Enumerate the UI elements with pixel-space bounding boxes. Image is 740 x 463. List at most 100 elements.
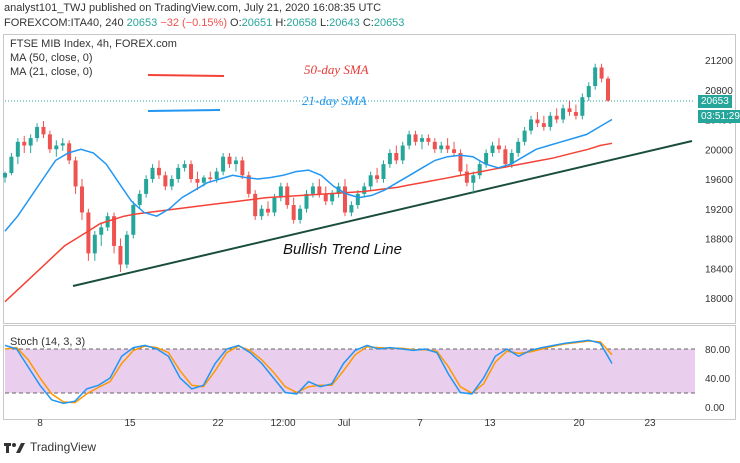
candle <box>189 160 194 183</box>
candle <box>413 130 418 146</box>
stoch-tick-label: 80.00 <box>705 345 730 356</box>
candle <box>426 134 431 146</box>
candle-body <box>60 143 65 146</box>
candle-body <box>554 115 559 120</box>
candle <box>233 156 238 172</box>
candle-body <box>54 145 59 150</box>
candle <box>298 205 303 224</box>
ma21-line <box>4 118 613 232</box>
time-tick-label: 15 <box>124 418 136 429</box>
candle-body <box>330 193 335 202</box>
candle-body <box>471 175 476 183</box>
candle <box>355 190 360 209</box>
candle <box>471 171 476 194</box>
candle <box>86 208 91 261</box>
candle-body <box>323 193 328 202</box>
time-axis: 8 15 22 12:00 Jul 7 13 20 23 <box>37 418 656 429</box>
candle-body <box>298 208 303 220</box>
candle <box>124 231 129 269</box>
candle <box>22 135 27 153</box>
candle <box>593 63 598 90</box>
candle <box>150 164 155 183</box>
candle-body <box>535 119 540 124</box>
candle-body <box>516 141 521 153</box>
candle <box>169 175 174 191</box>
candle <box>362 182 367 198</box>
publisher-line: analyst101_TWJ published on TradingView.… <box>4 2 382 14</box>
low-label: L: <box>319 17 330 29</box>
price-tick-label: 18400 <box>705 264 733 275</box>
candle-body <box>47 134 52 150</box>
candle-body <box>586 86 591 98</box>
candle-body <box>464 171 469 183</box>
last-price: 20653 <box>126 17 158 29</box>
candle <box>144 175 149 198</box>
candle <box>163 171 168 191</box>
candle <box>464 164 469 187</box>
candle-body <box>195 179 200 183</box>
candle <box>246 171 251 198</box>
candle <box>490 141 495 157</box>
candle-body <box>291 205 296 220</box>
candle <box>99 223 104 246</box>
price-change: −32 (−0.15%) <box>160 17 227 29</box>
candle <box>54 140 59 157</box>
candle-body <box>15 141 20 157</box>
annotation-sma21: 21-day SMA <box>302 93 367 108</box>
close-value: 20653 <box>373 17 405 29</box>
price-tick-label: 18800 <box>705 235 733 246</box>
legend-line-sma21 <box>147 109 221 112</box>
open-label: O: <box>230 17 242 29</box>
countdown-tag: 03:51:29 <box>698 110 740 123</box>
candle-body <box>112 216 117 246</box>
candle-body <box>593 67 598 87</box>
main-legend-ma50: MA (50, close, 0) <box>10 52 93 64</box>
candle-body <box>477 164 482 176</box>
candle-body <box>169 179 174 187</box>
candle <box>407 130 412 150</box>
candle-body <box>259 208 264 217</box>
candle-body <box>189 164 194 179</box>
candle-body <box>458 152 463 172</box>
candle-body <box>150 167 155 179</box>
candle <box>342 179 347 217</box>
candle <box>79 179 84 220</box>
candle-body <box>304 193 309 209</box>
moving-averages <box>4 118 613 303</box>
close-label: C: <box>362 17 374 29</box>
candle <box>387 149 392 168</box>
candle-body <box>375 175 380 179</box>
footer-brand[interactable]: TradingView <box>4 440 96 454</box>
candle-body <box>432 141 437 150</box>
candle <box>15 138 20 165</box>
candle-body <box>124 234 129 265</box>
time-tick-label: 22 <box>212 418 224 429</box>
candle <box>28 134 33 153</box>
candle-body <box>163 175 168 187</box>
main-pane-frame <box>3 34 736 324</box>
candle-body <box>92 234 97 254</box>
low-value: 20643 <box>329 17 360 29</box>
candle <box>118 238 123 272</box>
price-axis: 1800018400188001920019600200002040020800… <box>705 56 733 305</box>
candle <box>336 182 341 198</box>
open-value: 20651 <box>241 17 273 29</box>
candle-body <box>3 173 7 178</box>
candle-body <box>573 112 578 116</box>
time-tick-label: 7 <box>417 418 423 429</box>
ma50-line <box>4 142 613 303</box>
candle <box>73 156 78 194</box>
candles <box>3 63 610 272</box>
candle-body <box>400 145 405 161</box>
candle-body <box>67 143 72 161</box>
candle <box>253 190 258 220</box>
symbol-line: FOREXCOM:ITA40, 240 20653 −32 (−0.15%) O… <box>4 17 404 29</box>
stoch-k-line <box>4 339 613 405</box>
time-tick-label: 13 <box>484 418 496 429</box>
high-label: H: <box>275 17 287 29</box>
candle <box>131 201 136 239</box>
candle <box>381 160 386 183</box>
candle <box>567 100 572 116</box>
main-legend-title: FTSE MIB Index, 4h, FOREX.com <box>10 38 177 50</box>
